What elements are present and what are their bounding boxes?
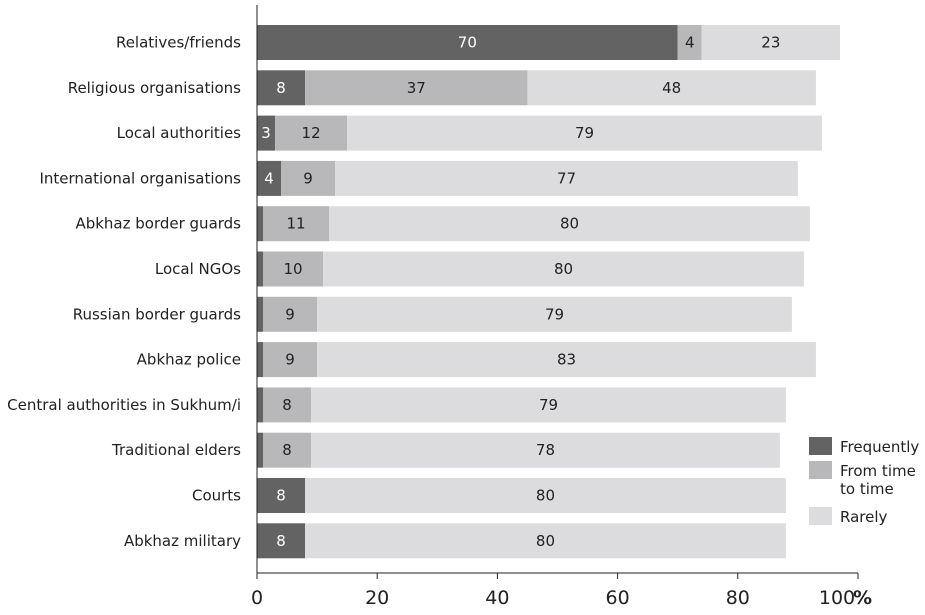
bars-layer: 70 4 23 8 37 48 3 12 79 4 9 77 11 80 10 80 9 79 9 83 8 79 8 78 8… <box>257 25 840 559</box>
category-label: Central authorities in Sukhum/i <box>7 396 241 414</box>
x-tick-label: 40 <box>485 587 509 609</box>
legend-label: From time <box>840 462 916 480</box>
bar-segment-from-time-to-time <box>263 296 318 332</box>
bar-segment-frequently <box>257 115 276 151</box>
bar-segment-rarely <box>527 70 816 106</box>
bar-segment-frequently <box>257 342 264 378</box>
bar-segment-rarely <box>311 432 780 468</box>
legend-swatch <box>809 461 832 479</box>
data-label: 8 <box>276 79 286 97</box>
data-label: 80 <box>536 532 555 550</box>
data-label: 79 <box>539 396 558 414</box>
category-label: Traditional elders <box>111 441 241 459</box>
data-label: 80 <box>560 215 579 233</box>
category-label: Relatives/friends <box>116 34 241 52</box>
bar-segment-rarely <box>305 478 786 513</box>
category-label: Local authorities <box>117 124 242 142</box>
category-label: Religious organisations <box>68 79 241 97</box>
legend-label: Rarely <box>840 508 888 526</box>
bar-segment-from-time-to-time <box>275 115 348 151</box>
bar-segment-from-time-to-time <box>263 342 318 378</box>
x-axis: 0 20 40 60 80 100% <box>251 5 872 609</box>
category-label: Abkhaz military <box>124 532 241 550</box>
data-label: 48 <box>662 79 681 97</box>
data-label: 80 <box>536 487 555 505</box>
bar-segment-rarely <box>311 387 786 423</box>
legend-swatch <box>809 437 832 455</box>
bar-segment-frequently <box>257 206 264 242</box>
data-label: 37 <box>407 79 426 97</box>
x-tick-label: 60 <box>606 587 630 609</box>
category-label: Local NGOs <box>155 260 241 278</box>
data-label: 8 <box>282 441 292 459</box>
x-tick-label: 80 <box>726 587 750 609</box>
bar-segment-from-time-to-time <box>677 25 702 60</box>
bar-segment-frequently <box>257 70 306 106</box>
category-labels: Relatives/friends Religious organisations… <box>7 34 241 550</box>
data-label: 23 <box>761 34 780 52</box>
data-label: 9 <box>285 305 295 323</box>
data-label: 4 <box>685 34 695 52</box>
category-label: Abkhaz police <box>137 351 241 369</box>
category-label: Courts <box>192 487 241 505</box>
data-label: 79 <box>545 305 564 323</box>
bar-segment-frequently <box>257 478 306 513</box>
data-label: 77 <box>557 169 576 187</box>
bar-segment-frequently <box>257 160 282 196</box>
bar-segment-rarely <box>347 115 822 151</box>
bar-segment-from-time-to-time <box>263 432 312 468</box>
bar-segment-frequently <box>257 432 264 468</box>
data-label: 83 <box>557 351 576 369</box>
bar-segment-frequently <box>257 251 264 287</box>
data-label: 9 <box>285 351 295 369</box>
data-label: 3 <box>261 124 271 142</box>
bar-segment-frequently <box>257 387 264 423</box>
category-label: Russian border guards <box>73 305 241 323</box>
data-label: 4 <box>264 169 274 187</box>
data-label: 10 <box>284 260 303 278</box>
bar-segment-rarely <box>305 523 786 559</box>
bar-segment-rarely <box>335 160 798 196</box>
data-label: 79 <box>575 124 594 142</box>
bar-segment-rarely <box>317 296 792 332</box>
legend-label: to time <box>840 480 894 498</box>
data-label: 9 <box>303 169 313 187</box>
bar-segment-rarely <box>323 251 804 287</box>
bar-segment-from-time-to-time <box>263 387 312 423</box>
legend-swatch <box>809 507 832 525</box>
legend-label: Frequently <box>840 438 919 456</box>
bar-segment-from-time-to-time <box>281 160 336 196</box>
bar-segment-from-time-to-time <box>263 251 324 287</box>
x-tick-label: 0 <box>251 587 263 609</box>
data-label: 8 <box>282 396 292 414</box>
bar-segment-frequently <box>257 25 678 60</box>
data-label: 12 <box>302 124 321 142</box>
bar-segment-frequently <box>257 523 306 559</box>
bar-segment-rarely <box>701 25 840 60</box>
x-unit-label: % <box>853 587 872 609</box>
data-label: 78 <box>536 441 555 459</box>
data-label: 8 <box>276 487 286 505</box>
data-label: 11 <box>287 215 306 233</box>
x-tick-label: 20 <box>365 587 389 609</box>
bar-segment-frequently <box>257 296 264 332</box>
data-label: 70 <box>458 34 477 52</box>
bar-segment-from-time-to-time <box>305 70 528 106</box>
data-label: 8 <box>276 532 286 550</box>
category-label: Abkhaz border guards <box>75 215 241 233</box>
data-label: 80 <box>554 260 573 278</box>
x-tick-label: 100 <box>819 587 855 609</box>
bar-segment-from-time-to-time <box>263 206 330 242</box>
bar-segment-rarely <box>329 206 810 242</box>
category-label: International organisations <box>39 169 241 187</box>
bar-segment-rarely <box>317 342 816 378</box>
